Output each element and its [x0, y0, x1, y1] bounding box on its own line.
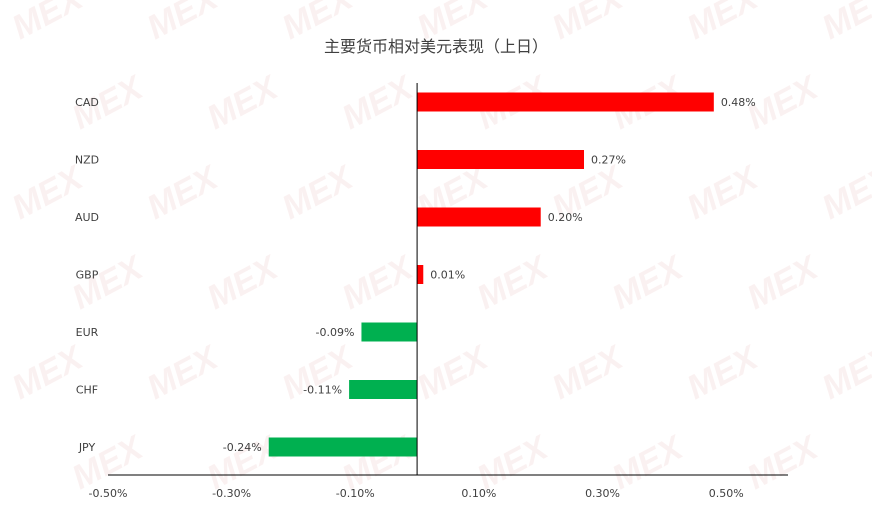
category-label: JPY	[78, 441, 96, 454]
watermark-logo: MEX	[411, 338, 496, 407]
watermark-logo: MEX	[276, 158, 361, 227]
watermark-logo: MEX	[6, 0, 91, 47]
watermark-logo: MEX	[141, 158, 226, 227]
value-label: -0.09%	[316, 326, 355, 339]
watermark-logo: MEX	[741, 428, 826, 497]
value-label: -0.24%	[223, 441, 262, 454]
category-label: CAD	[75, 96, 99, 109]
category-label: CHF	[76, 384, 98, 397]
watermark-logo: MEX	[681, 338, 766, 407]
x-tick-label: -0.50%	[89, 487, 128, 500]
bar-chf	[349, 380, 418, 399]
x-tick-label: 0.50%	[709, 487, 744, 500]
watermark-logo: MEX	[201, 68, 286, 137]
watermark-logo: MEX	[681, 158, 766, 227]
bar-jpy	[268, 437, 418, 457]
watermark-logo: MEX	[276, 338, 361, 407]
chart-title: 主要货币相对美元表现（上日）	[324, 37, 548, 56]
axes-group	[108, 83, 788, 476]
watermark-logo: MEX	[606, 248, 691, 317]
category-label: GBP	[76, 269, 99, 282]
watermark-logo: MEX	[681, 0, 766, 47]
bar-gbp	[417, 265, 424, 284]
watermark-logo: MEX	[141, 0, 226, 47]
bar-cad	[417, 92, 714, 112]
bar-nzd	[417, 150, 584, 169]
x-tick-label: 0.10%	[461, 487, 496, 500]
value-label: -0.11%	[303, 384, 342, 397]
x-tick-label: -0.10%	[336, 487, 375, 500]
bar-eur	[361, 322, 418, 342]
category-label: AUD	[75, 211, 99, 224]
watermark-logo: MEX	[546, 338, 631, 407]
watermark-logo: MEX	[66, 248, 151, 317]
watermark-logo: MEX	[816, 0, 872, 47]
bar-aud	[417, 207, 541, 227]
labels-group: CAD 0.48% NZD 0.27% AUD 0.20% GBP 0.01% EUR -0.09…	[75, 96, 756, 500]
watermark-logo: MEX	[471, 248, 556, 317]
category-label: EUR	[76, 326, 99, 339]
watermark-layer: MEX MEX MEX MEX MEX MEX MEX MEX MEX MEX MEX MEX MEX M…	[6, 0, 872, 497]
x-tick-label: -0.30%	[212, 487, 251, 500]
watermark-logo: MEX	[6, 338, 91, 407]
watermark-logo: MEX	[336, 68, 421, 137]
watermark-logo: MEX	[816, 338, 872, 407]
value-label: 0.20%	[548, 211, 583, 224]
bars-group	[268, 92, 714, 457]
value-label: 0.27%	[591, 154, 626, 167]
watermark-logo: MEX	[201, 248, 286, 317]
value-label: 0.48%	[721, 96, 756, 109]
x-tick-label: 0.30%	[585, 487, 620, 500]
category-label: NZD	[75, 154, 99, 167]
watermark-logo: MEX	[336, 248, 421, 317]
watermark-logo: MEX	[816, 158, 872, 227]
watermark-logo: MEX	[546, 0, 631, 47]
value-label: 0.01%	[430, 269, 465, 282]
watermark-logo: MEX	[741, 248, 826, 317]
watermark-logo: MEX	[141, 338, 226, 407]
